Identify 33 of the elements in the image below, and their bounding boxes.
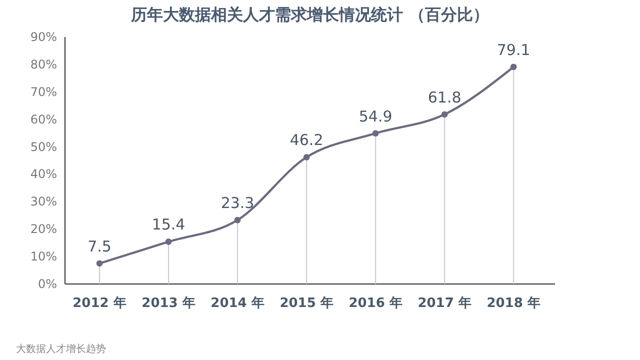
y-tick-label: 40%: [30, 167, 57, 182]
point: [96, 260, 103, 267]
x-tick-label: 2015 年: [280, 296, 334, 311]
text: 大数据人才增长趋势: [16, 343, 106, 355]
x-tick-label: 2016 年: [348, 296, 402, 311]
point: [441, 111, 448, 118]
chart-title: 历年大数据相关人才需求增长情况统计 （百分比）: [130, 5, 489, 24]
x-tick-label: 2018 年: [486, 296, 540, 311]
x-tick-label: 2014 年: [210, 296, 264, 311]
data-label: 61.8: [428, 88, 462, 106]
y-tick-label: 20%: [30, 222, 57, 236]
data-label: 46.2: [290, 131, 324, 150]
data-label: 7.5: [88, 237, 112, 256]
y-tick-label: 80%: [30, 57, 57, 72]
point: [372, 130, 379, 137]
x-tick-label: 2017 年: [418, 296, 472, 311]
point: [303, 154, 310, 160]
data-label: 54.9: [358, 107, 392, 126]
y-tick-label: 90%: [30, 30, 57, 44]
y-tick-label: 50%: [30, 140, 57, 154]
y-tick-label: 0%: [38, 277, 57, 291]
point: [510, 64, 517, 70]
y-tick-label: 70%: [30, 84, 57, 99]
point: [234, 216, 241, 224]
data-label: 23.3: [220, 194, 254, 212]
y-tick-label: 60%: [30, 112, 57, 126]
y-tick-label: 10%: [30, 250, 57, 264]
x-tick-label: 2012 年: [72, 296, 126, 311]
point: [165, 238, 172, 245]
data-label: 79.1: [496, 40, 530, 59]
y-tick-label: 30%: [30, 194, 57, 209]
data-label: 15.4: [152, 216, 186, 234]
x-tick-label: 2013 年: [142, 296, 196, 311]
